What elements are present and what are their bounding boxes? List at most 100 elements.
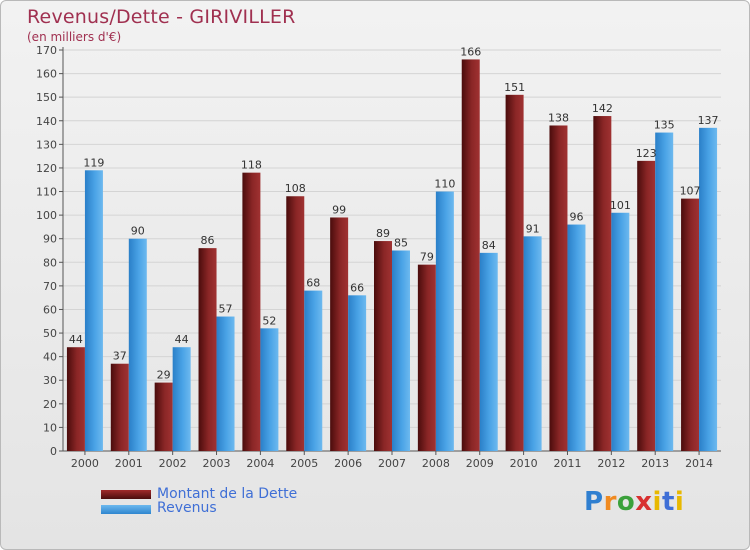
x-tick-label: 2014: [685, 457, 713, 470]
y-tick-label: 30: [43, 374, 57, 387]
bar-dette: [66, 347, 85, 451]
y-tick-labels: 0 10 20 30 40 50 60 70 80 90 100 110 120 130 140 150 160…: [36, 44, 57, 458]
value-label-revenus: 84: [482, 239, 496, 252]
x-tick-label: 2002: [159, 457, 187, 470]
y-tick-label: 50: [43, 327, 57, 340]
value-label-revenus: 57: [219, 303, 233, 316]
y-tick-label: 60: [43, 303, 57, 316]
bar-dette: [374, 241, 392, 451]
bar-revenus: [216, 316, 235, 451]
x-tick-label: 2004: [246, 457, 274, 470]
value-label-dette: 99: [332, 203, 346, 216]
logo-letter: t: [661, 487, 675, 517]
value-label-dette: 118: [241, 159, 262, 172]
value-label-revenus: 137: [698, 114, 719, 127]
value-label-revenus: 96: [569, 211, 583, 224]
proxiti-logo: Proxiti: [584, 487, 684, 517]
bar-revenus: [304, 290, 323, 451]
y-tick-label: 130: [36, 138, 57, 151]
y-tick-label: 70: [43, 280, 57, 293]
bar-revenus: [699, 127, 718, 451]
bar-revenus: [567, 224, 586, 451]
logo-letter: P: [584, 487, 604, 517]
bar-revenus: [479, 252, 498, 451]
y-tick-label: 170: [36, 44, 57, 57]
logo-letter: i: [652, 487, 662, 517]
x-tick-label: 2006: [334, 457, 362, 470]
bar-revenus: [655, 132, 674, 451]
y-tick-label: 90: [43, 233, 57, 246]
y-tick-label: 160: [36, 68, 57, 81]
y-tick-label: 150: [36, 91, 57, 104]
bar-dette: [461, 59, 480, 451]
bar-revenus: [172, 347, 191, 451]
y-tick-label: 80: [43, 256, 57, 269]
value-label-dette: 142: [592, 102, 613, 115]
chart-subtitle: (en milliers d'€): [27, 30, 122, 44]
x-tick-label: 2007: [378, 457, 406, 470]
y-tick-label: 140: [36, 115, 57, 128]
value-label-revenus: 119: [83, 156, 104, 169]
value-label-revenus: 101: [610, 199, 631, 212]
x-tick-labels: 2000 2001 2002 2003 2004 2005 2006 2007 2008 2009…: [71, 457, 713, 470]
bar-revenus: [435, 191, 454, 451]
y-tick-label: 10: [43, 421, 57, 434]
bar-revenus: [392, 250, 410, 451]
x-tick-label: 2003: [203, 457, 231, 470]
x-tick-label: 2001: [115, 457, 143, 470]
y-tick-label: 120: [36, 162, 57, 175]
bar-revenus: [128, 238, 147, 451]
value-label-dette: 123: [636, 147, 657, 160]
bar-dette: [593, 116, 612, 451]
legend-label-dette: Montant de la Dette: [157, 486, 298, 502]
y-tick-label: 110: [36, 186, 57, 199]
bar-dette: [242, 172, 261, 452]
bar-dette: [637, 160, 656, 452]
bar-revenus: [84, 170, 103, 452]
x-tick-label: 2012: [597, 457, 625, 470]
bar-dette: [549, 125, 568, 451]
x-tick-label: 2010: [510, 457, 538, 470]
y-tick-label: 0: [50, 445, 57, 458]
value-label-dette: 108: [285, 182, 306, 195]
value-label-dette: 151: [504, 81, 525, 94]
value-labels: 44 119 37 90 29 44 86 57 118 52 108 68 99 66 89 85 79 110…: [69, 45, 719, 381]
value-label-dette: 37: [113, 350, 127, 363]
logo-letter: x: [635, 487, 653, 517]
value-label-dette: 86: [201, 234, 215, 247]
value-label-revenus: 52: [262, 314, 276, 327]
chart-title: Revenus/Dette - GIRIVILLER: [27, 6, 296, 28]
value-label-dette: 138: [548, 111, 569, 124]
bar-revenus: [348, 295, 367, 451]
x-tick-label: 2005: [290, 457, 318, 470]
value-label-revenus: 91: [526, 222, 540, 235]
bar-revenus: [611, 212, 630, 451]
x-tick-label: 2000: [71, 457, 99, 470]
value-label-dette: 107: [680, 185, 701, 198]
x-tick-label: 2013: [641, 457, 669, 470]
bar-dette: [417, 264, 436, 451]
bar-dette: [681, 198, 700, 451]
x-tick-label: 2011: [553, 457, 581, 470]
value-label-dette: 89: [376, 227, 390, 240]
value-label-revenus: 135: [654, 119, 675, 132]
x-tick-label: 2009: [466, 457, 494, 470]
y-tick-label: 20: [43, 398, 57, 411]
logo-letter: i: [674, 487, 685, 517]
legend-swatch-revenus: [101, 505, 151, 514]
bars: [66, 59, 718, 452]
bar-revenus: [260, 328, 279, 451]
bar-revenus: [523, 236, 542, 451]
bar-dette: [198, 248, 217, 451]
logo-letter: r: [603, 487, 617, 517]
bar-dette: [286, 196, 305, 451]
bar-dette: [505, 94, 524, 451]
legend-swatch-dette: [101, 490, 151, 499]
value-label-revenus: 90: [131, 225, 145, 238]
x-tick-label: 2008: [422, 457, 450, 470]
value-label-dette: 79: [420, 251, 434, 264]
value-label-revenus: 110: [434, 178, 455, 191]
value-label-revenus: 44: [175, 333, 189, 346]
